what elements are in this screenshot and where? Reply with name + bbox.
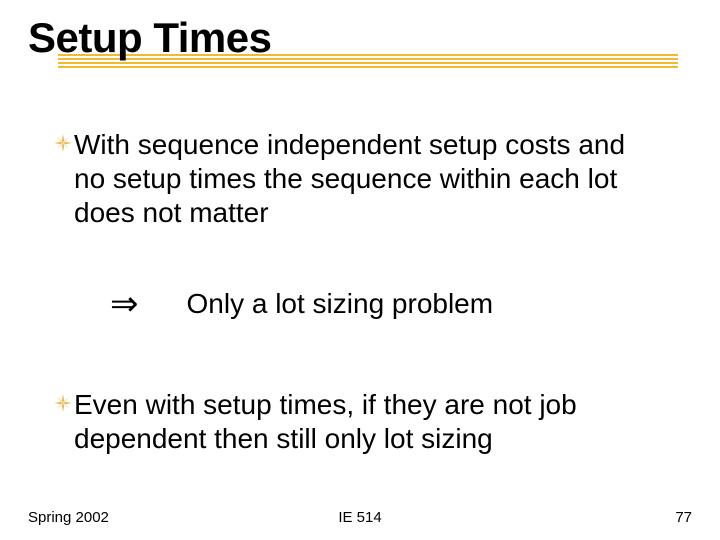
footer-left: Spring 2002 [28, 509, 109, 526]
implication-row: ⇒ Only a lot sizing problem [110, 284, 493, 324]
bullet-item: Even with setup times, if they are not j… [54, 388, 654, 456]
slide-title: Setup Times [28, 14, 271, 62]
bullet-item: With sequence independent setup costs an… [54, 128, 654, 230]
footer-center: IE 514 [338, 509, 381, 526]
footer-right: 77 [675, 509, 692, 526]
burst-icon [54, 134, 72, 152]
bullet-row: Even with setup times, if they are not j… [54, 388, 654, 456]
title-wrap: Setup Times [28, 14, 271, 62]
implication-text: Only a lot sizing problem [187, 288, 494, 320]
implies-icon: ⇒ [110, 284, 139, 324]
burst-icon [54, 394, 72, 412]
bullet-text: Even with setup times, if they are not j… [74, 388, 654, 456]
slide: Setup Times With sequence independent se… [0, 0, 720, 540]
bullet-text: With sequence independent setup costs an… [74, 128, 654, 230]
bullet-row: With sequence independent setup costs an… [54, 128, 654, 230]
